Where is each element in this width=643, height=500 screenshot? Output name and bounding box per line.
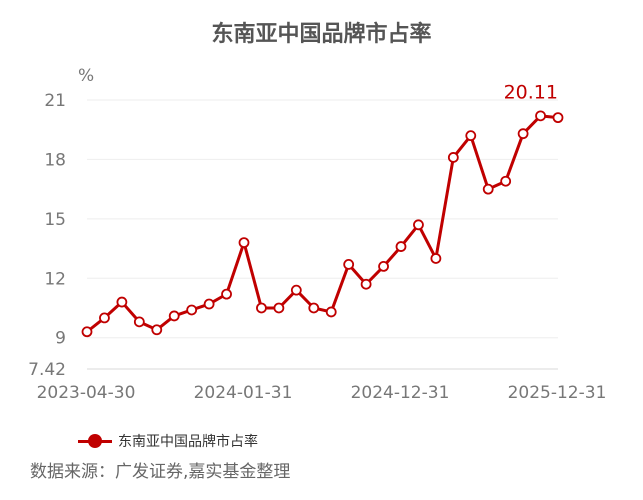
data-point [500,175,512,187]
legend: 东南亚中国品牌市占率 [78,431,258,451]
x-tick-label: 2024-12-31 [351,383,450,403]
legend-line-marker [78,433,112,448]
data-point [81,326,93,338]
data-point [482,183,494,195]
x-tick-label: 2023-04-30 [37,383,136,403]
data-point [99,312,110,324]
y-tick-label: 21 [44,91,66,111]
data-point [290,284,302,296]
data-point [238,237,250,249]
data-point [395,241,407,252]
data-point [186,304,198,316]
data-point [308,302,320,314]
legend-label: 东南亚中国品牌市占率 [118,434,258,450]
data-point [517,128,529,140]
data-point [413,219,424,231]
data-point [256,302,267,314]
y-tick-label: 12 [44,269,66,289]
data-point [151,324,163,336]
data-point [116,296,128,308]
y-axis-unit: % [78,66,95,86]
data-point [360,278,372,290]
data-point [133,316,145,328]
x-tick-label: 2024-01-31 [194,383,293,403]
data-point [430,253,442,264]
data-point [203,298,215,310]
data-point [168,310,180,322]
data-point [535,110,546,122]
y-tick-label: 9 [55,329,66,349]
x-tick-label: 2025-12-31 [508,383,607,403]
data-point [221,288,232,300]
chart-title: 东南亚中国品牌市占率 [211,22,432,47]
data-point [447,152,459,163]
data-point [465,130,477,142]
series-line [86,114,559,333]
data-point [552,112,564,124]
y-tick-label: 15 [44,210,66,230]
legend-dot-marker [88,433,102,448]
y-tick-label: 7.42 [28,360,66,380]
y-tick-label: 18 [44,150,66,170]
data-point [273,302,285,314]
data-point [378,260,389,272]
source-note: 数据来源：广发证券,嘉实基金整理 [30,462,291,482]
data-label-last: 20.11 [504,82,558,104]
data-point [325,306,337,318]
data-point [343,259,355,270]
